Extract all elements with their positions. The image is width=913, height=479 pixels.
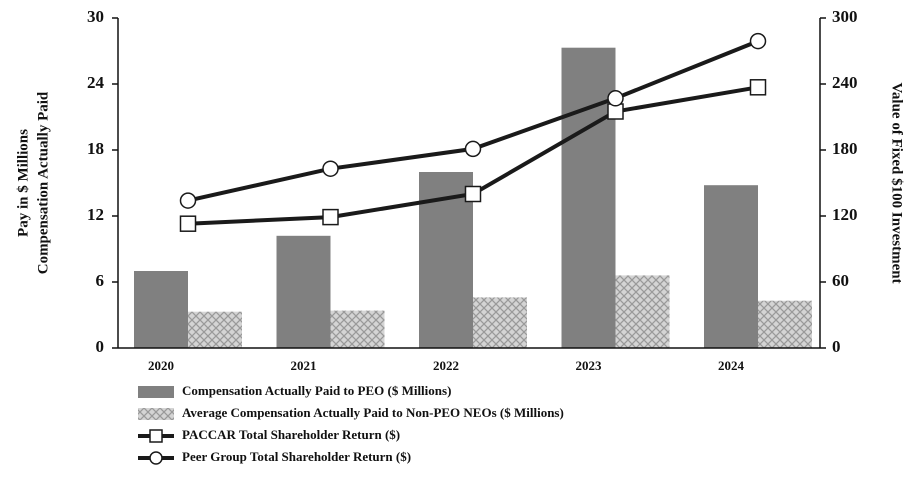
legend-swatch: [138, 386, 174, 398]
bar: [276, 235, 331, 348]
bar: [330, 310, 385, 348]
y-tick-label: 6: [96, 271, 105, 290]
bar: [188, 311, 242, 348]
y-axis-title: Pay in $ Millions: [15, 129, 31, 237]
y-axis-title: Compensation Actually Paid: [35, 91, 51, 274]
marker: [322, 208, 339, 226]
legend-label: Compensation Actually Paid to PEO ($ Mil…: [182, 383, 451, 398]
x-tick-label: 2023: [576, 358, 603, 373]
marker: [464, 140, 482, 158]
bar: [704, 185, 758, 348]
y-tick-label: 18: [87, 139, 104, 158]
marker: [464, 185, 482, 203]
marker: [607, 90, 624, 107]
y-tick-label: 24: [87, 73, 105, 92]
bar: [561, 47, 616, 348]
legend-label: PACCAR Total Shareholder Return ($): [182, 427, 400, 442]
marker: [179, 215, 197, 232]
marker: [749, 32, 767, 50]
y-tick-label: 12: [87, 205, 104, 224]
legend-label: Peer Group Total Shareholder Return ($): [182, 449, 411, 464]
legend-swatch: [149, 451, 163, 465]
y2-tick-label: 60: [832, 271, 849, 290]
marker: [179, 192, 197, 209]
y2-tick-label: 180: [832, 139, 858, 158]
bar: [758, 300, 812, 348]
y2-tick-label: 300: [832, 7, 858, 26]
y2-tick-label: 240: [832, 73, 858, 92]
y2-tick-label: 0: [832, 337, 841, 356]
x-tick-label: 2020: [148, 358, 174, 373]
bar: [134, 271, 188, 348]
y2-axis-title: Value of Fixed $100 Investment: [889, 82, 905, 283]
bar: [473, 297, 527, 348]
x-tick-label: 2022: [433, 358, 459, 373]
x-tick-label: 2024: [718, 358, 745, 373]
x-tick-label: 2021: [291, 358, 317, 373]
y-tick-label: 0: [96, 337, 105, 356]
legend-label: Average Compensation Actually Paid to No…: [182, 405, 564, 420]
y2-tick-label: 120: [832, 205, 858, 224]
bar: [615, 275, 670, 348]
y-tick-label: 30: [87, 7, 104, 26]
legend-swatch: [149, 429, 163, 443]
marker: [749, 79, 767, 96]
legend-swatch: [138, 408, 174, 420]
marker: [322, 160, 339, 177]
